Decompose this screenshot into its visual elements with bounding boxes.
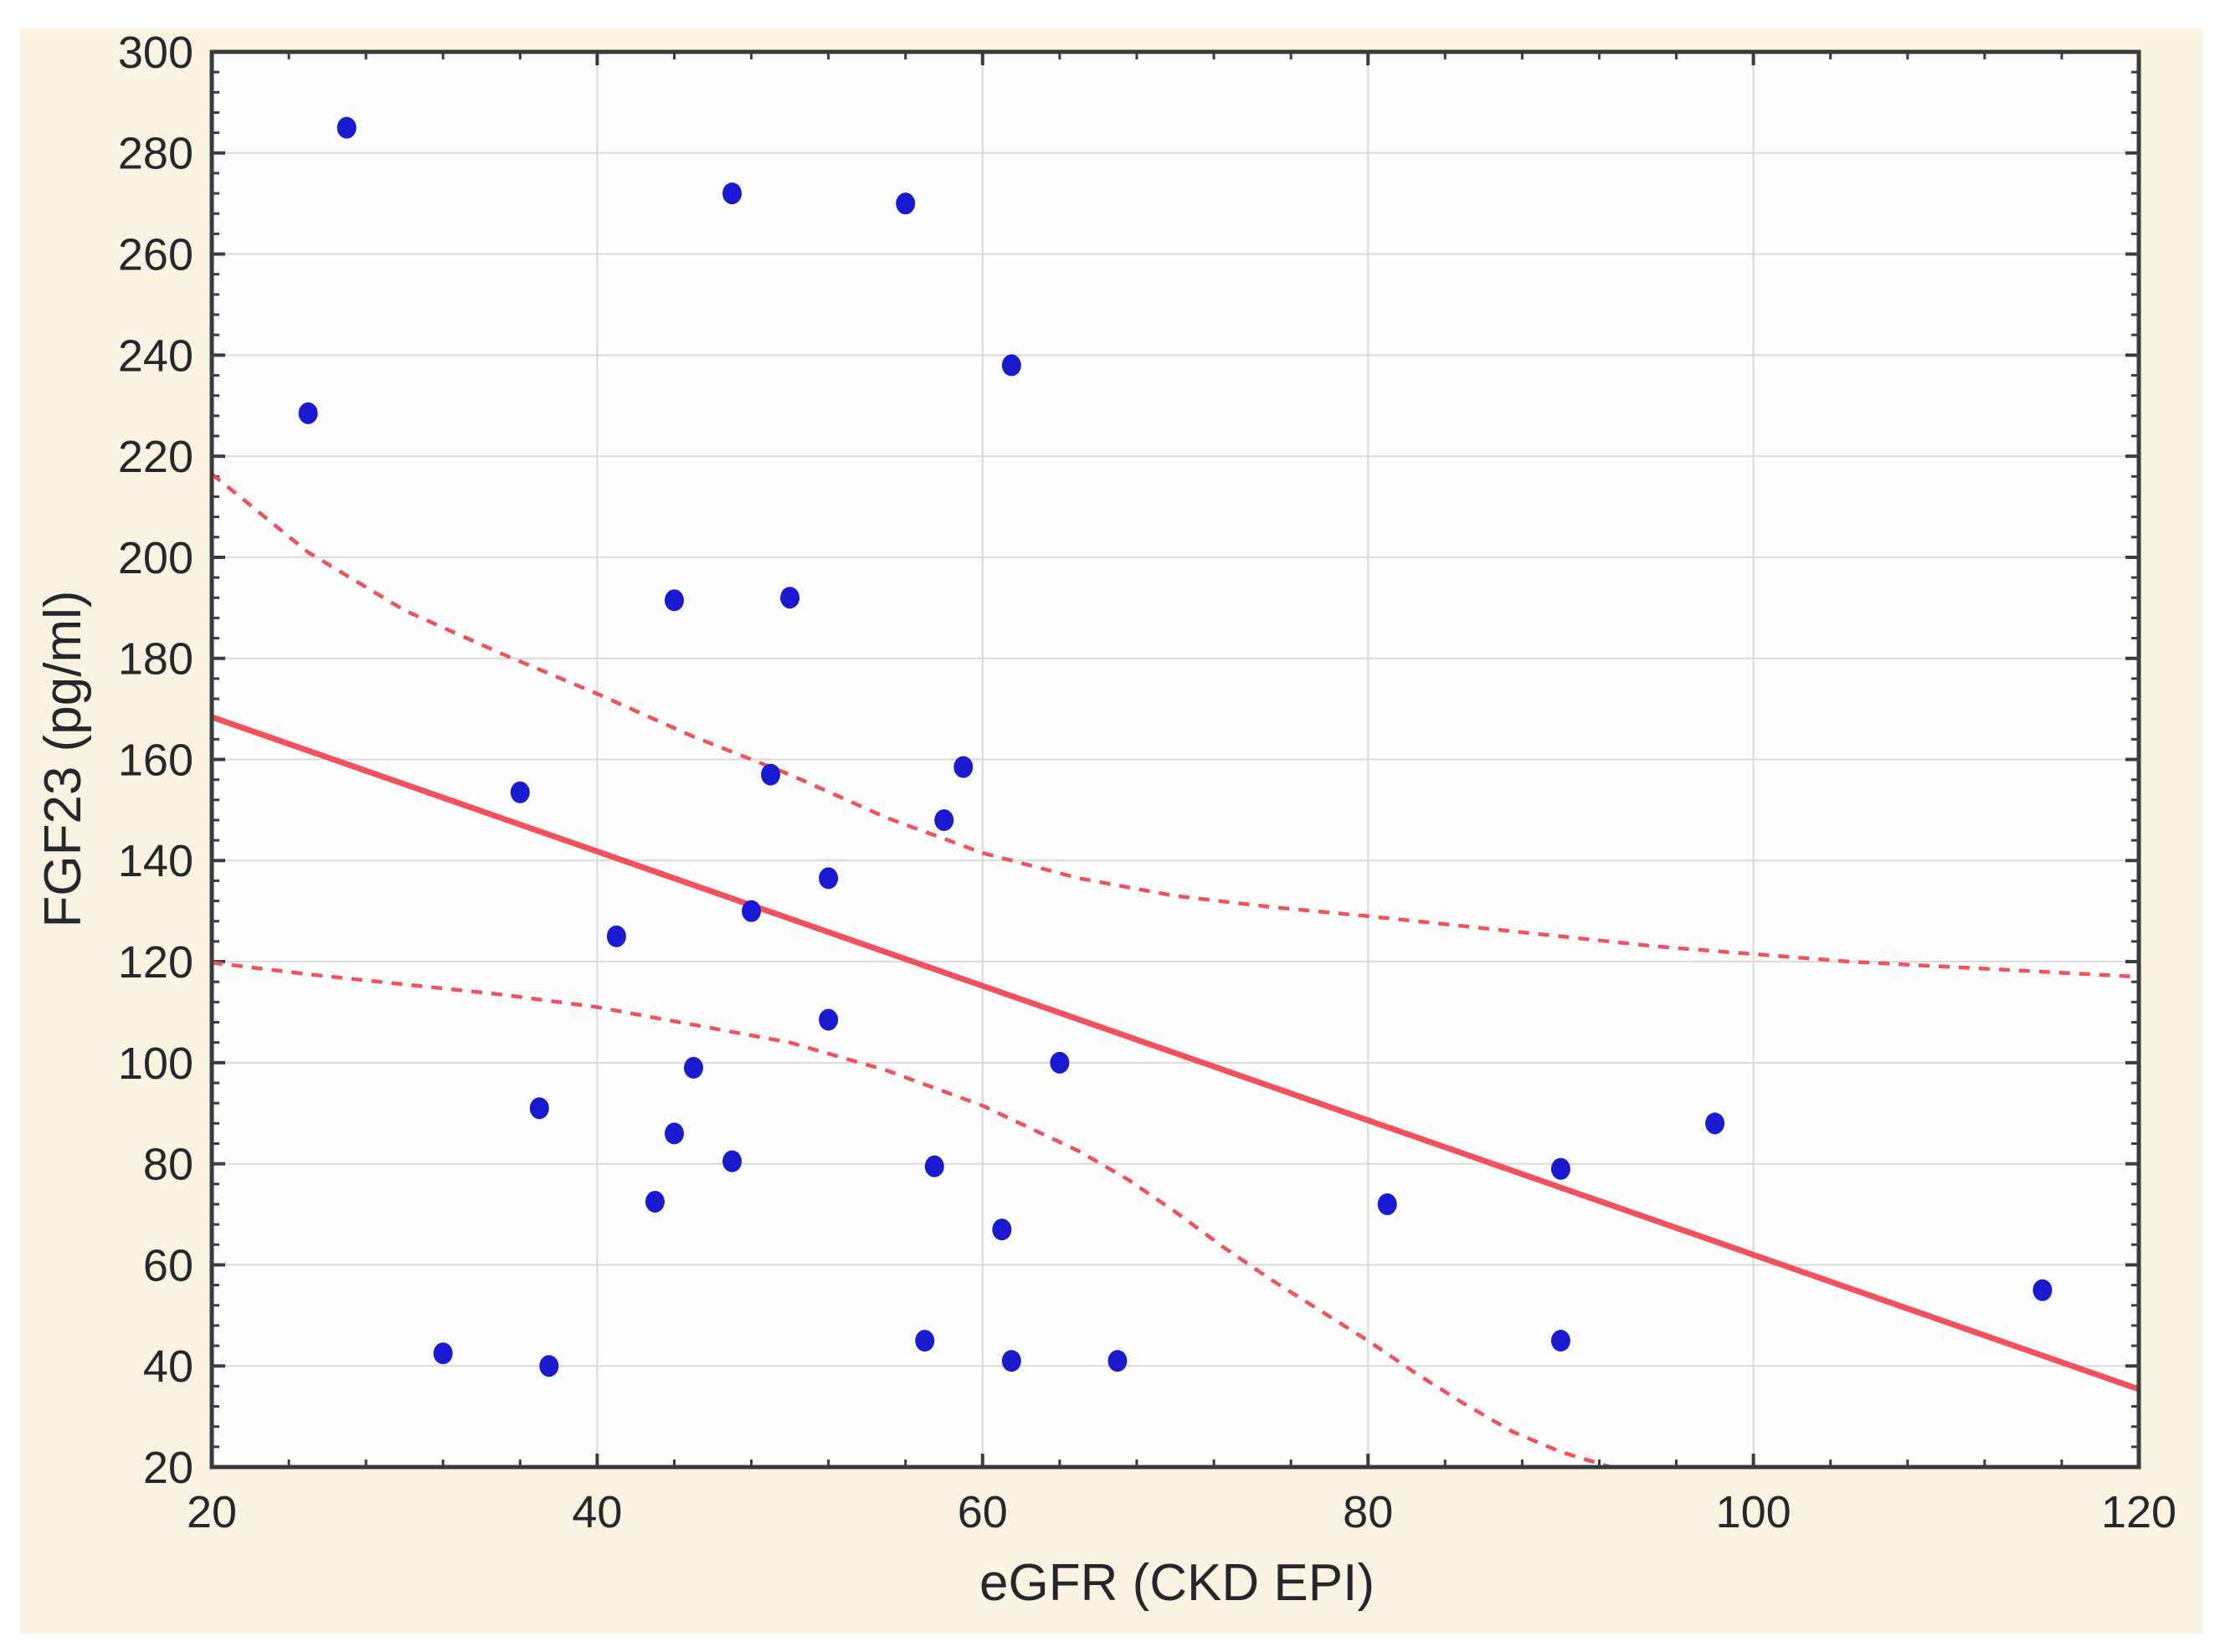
x-tick-label: 20 bbox=[187, 1487, 237, 1537]
data-point bbox=[722, 1150, 743, 1172]
y-tick-label: 280 bbox=[118, 129, 193, 179]
data-point bbox=[780, 587, 800, 609]
data-point bbox=[433, 1342, 453, 1365]
y-tick-label: 120 bbox=[118, 937, 193, 988]
data-point bbox=[1001, 354, 1021, 377]
plot-frame bbox=[209, 49, 2141, 1470]
y-tick-label: 220 bbox=[118, 432, 193, 482]
x-tick-label: 60 bbox=[958, 1487, 1008, 1537]
y-tick-label: 60 bbox=[143, 1240, 193, 1290]
y-axis-title: FGF23 (pg/ml) bbox=[34, 590, 92, 927]
data-point bbox=[953, 756, 974, 778]
y-tick-label: 180 bbox=[118, 634, 193, 685]
data-point bbox=[761, 763, 781, 786]
data-point bbox=[722, 182, 743, 205]
data-point bbox=[934, 808, 954, 831]
data-point bbox=[645, 1190, 665, 1213]
data-point bbox=[1705, 1112, 1725, 1135]
data-point bbox=[742, 900, 762, 922]
data-point bbox=[924, 1155, 944, 1177]
regression-line bbox=[210, 714, 2140, 1393]
y-tick-label: 40 bbox=[143, 1342, 193, 1392]
x-tick-label: 40 bbox=[572, 1487, 622, 1537]
ci-lower-line bbox=[211, 961, 1611, 1470]
data-point bbox=[915, 1330, 935, 1352]
x-tick-label: 100 bbox=[1716, 1487, 1791, 1537]
y-tick-label: 240 bbox=[118, 331, 193, 381]
y-tick-label: 300 bbox=[118, 28, 193, 78]
x-axis-title: eGFR (CKD EPI) bbox=[979, 1554, 1375, 1612]
plot-layer: 20 40 60 80 100 120 20 40 60 80 100 120 140 160 180 200… bbox=[118, 28, 2176, 1537]
data-point bbox=[1377, 1193, 1397, 1215]
data-point bbox=[1050, 1051, 1070, 1074]
y-tick-label: 20 bbox=[143, 1443, 193, 1493]
data-point bbox=[539, 1355, 559, 1378]
data-point bbox=[664, 1122, 684, 1145]
data-point bbox=[298, 402, 318, 424]
y-tick-label: 260 bbox=[118, 229, 193, 280]
data-point bbox=[684, 1056, 703, 1079]
data-point bbox=[1108, 1350, 1128, 1372]
y-tick-label: 200 bbox=[118, 533, 193, 583]
data-point bbox=[1001, 1350, 1021, 1372]
data-point bbox=[529, 1097, 549, 1120]
x-tick-label: 120 bbox=[2101, 1487, 2176, 1537]
data-point bbox=[819, 867, 839, 890]
data-point bbox=[510, 781, 530, 803]
y-tick-label: 100 bbox=[118, 1039, 193, 1089]
data-point bbox=[337, 116, 357, 139]
data-point bbox=[819, 1008, 839, 1031]
data-point bbox=[896, 192, 916, 215]
data-point bbox=[606, 925, 626, 947]
y-tick-label: 80 bbox=[143, 1140, 193, 1190]
y-tick-label: 140 bbox=[118, 836, 193, 886]
data-point bbox=[2033, 1279, 2053, 1301]
x-tick-label: 80 bbox=[1343, 1487, 1393, 1537]
y-tick-label: 160 bbox=[118, 735, 193, 785]
data-point bbox=[664, 589, 684, 612]
data-point bbox=[992, 1218, 1012, 1241]
data-point bbox=[1550, 1330, 1570, 1352]
data-point bbox=[1550, 1157, 1570, 1180]
